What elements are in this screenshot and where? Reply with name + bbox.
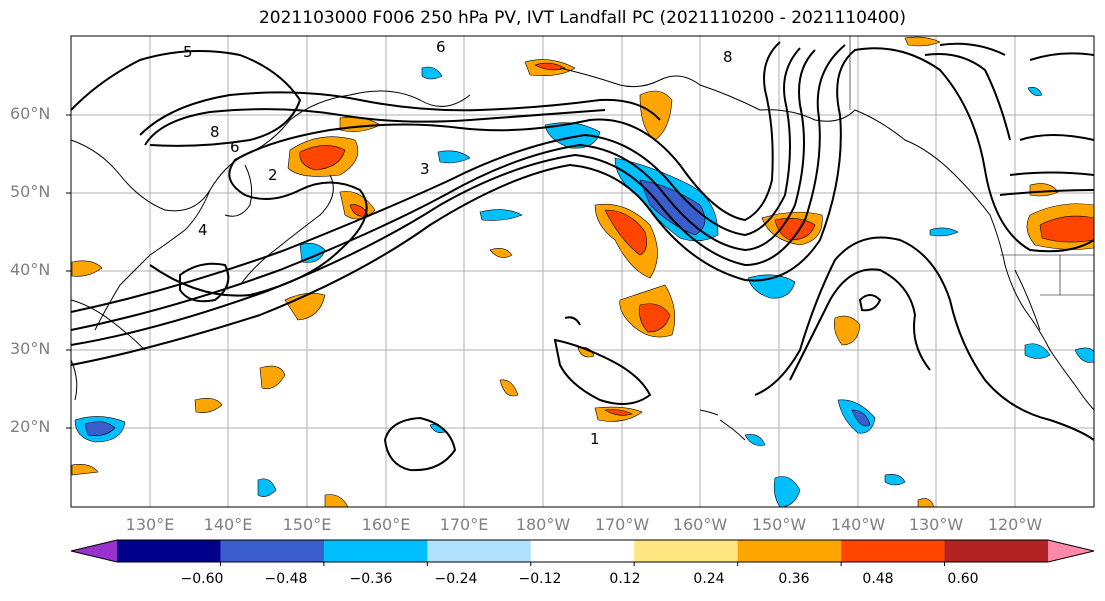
- contour-label: 5: [183, 43, 193, 61]
- lon-label: 160°E: [361, 515, 411, 534]
- borders: [849, 36, 1094, 296]
- contour-label: 3: [420, 160, 430, 178]
- contour-label: 4: [198, 221, 208, 239]
- colorbar-tick-label: 0.60: [947, 571, 979, 587]
- lon-label: 180°W: [515, 515, 571, 534]
- lon-label: 170°W: [594, 515, 650, 534]
- lon-label: 150°E: [282, 515, 332, 534]
- lat-label: 20°N: [10, 417, 51, 436]
- contour-label: 6: [230, 138, 240, 156]
- negative-anomaly-shading: [74, 66, 1095, 508]
- colorbar-tick-label: 0.36: [778, 571, 810, 587]
- lon-label: 140°E: [203, 515, 253, 534]
- lon-label: 160°W: [672, 515, 728, 534]
- contour-label: 2: [268, 166, 278, 184]
- lon-label: 120°W: [987, 515, 1043, 534]
- colorbar-tick-label: −0.12: [518, 571, 562, 587]
- lon-label: 140°W: [830, 515, 886, 534]
- lon-label: 130°W: [908, 515, 964, 534]
- colorbar-tick-label: 0.24: [693, 571, 725, 587]
- lat-label: 60°N: [10, 104, 51, 123]
- contour-label: 1: [590, 430, 600, 448]
- lat-label: 50°N: [10, 182, 51, 201]
- colorbar-tick-label: 0.48: [862, 571, 894, 587]
- plot-title: 2021103000 F006 250 hPa PV, IVT Landfall…: [258, 8, 906, 28]
- contour-label: 6: [436, 38, 446, 56]
- contour-label: 8: [210, 123, 220, 141]
- lat-label: 40°N: [10, 260, 51, 279]
- contour-labels: 8 6 5 4 3 2 1 6 8: [183, 38, 733, 448]
- colorbar-tick-label: −0.60: [180, 571, 224, 587]
- colorbar-tick-label: −0.48: [264, 571, 308, 587]
- colorbar-tick-label: −0.24: [434, 571, 478, 587]
- colorbar-tick-label: 0.12: [609, 571, 641, 587]
- lat-label: 30°N: [10, 339, 51, 358]
- lon-label: 150°W: [751, 515, 807, 534]
- contour-label: 8: [723, 48, 733, 66]
- lon-label: 170°E: [439, 515, 489, 534]
- pv-contours: [70, 41, 1095, 472]
- colorbar-tick-label: −0.36: [349, 571, 393, 587]
- lon-label: 130°E: [125, 515, 175, 534]
